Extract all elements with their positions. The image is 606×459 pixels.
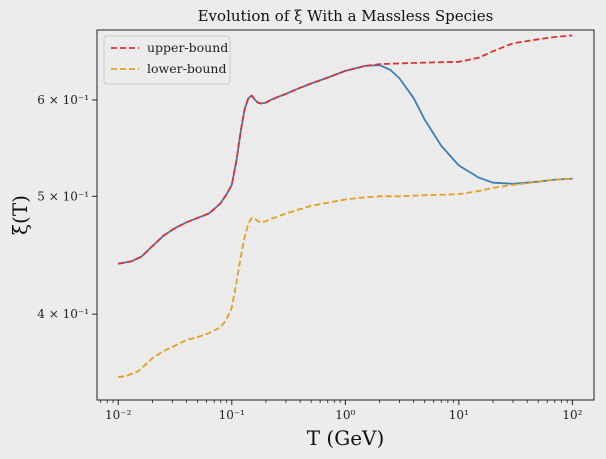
x-tick-label: 10²: [562, 408, 582, 422]
y-tick-label: 6 × 10⁻¹: [37, 93, 89, 107]
legend-label: lower-bound: [147, 61, 226, 76]
series-line-lower-bound: [118, 177, 573, 379]
y-tick-label: 5 × 10⁻¹: [37, 189, 89, 203]
series-line-upper-bound: [118, 34, 573, 265]
x-tick-label: 10⁻¹: [219, 408, 245, 422]
y-axis-label: ξ(T): [8, 195, 32, 235]
legend-box: [103, 35, 231, 85]
y-tick-label: 4 × 10⁻¹: [37, 307, 89, 321]
plot-area: [96, 29, 595, 401]
x-tick-label: 10⁰: [335, 408, 355, 422]
x-tick-label: 10⁻²: [105, 408, 132, 422]
x-axis-label: T (GeV): [307, 426, 385, 450]
legend-label: upper-bound: [147, 40, 228, 55]
chart-title: Evolution of ξ With a Massless Species: [198, 7, 494, 25]
x-tick-label: 10¹: [449, 408, 469, 422]
